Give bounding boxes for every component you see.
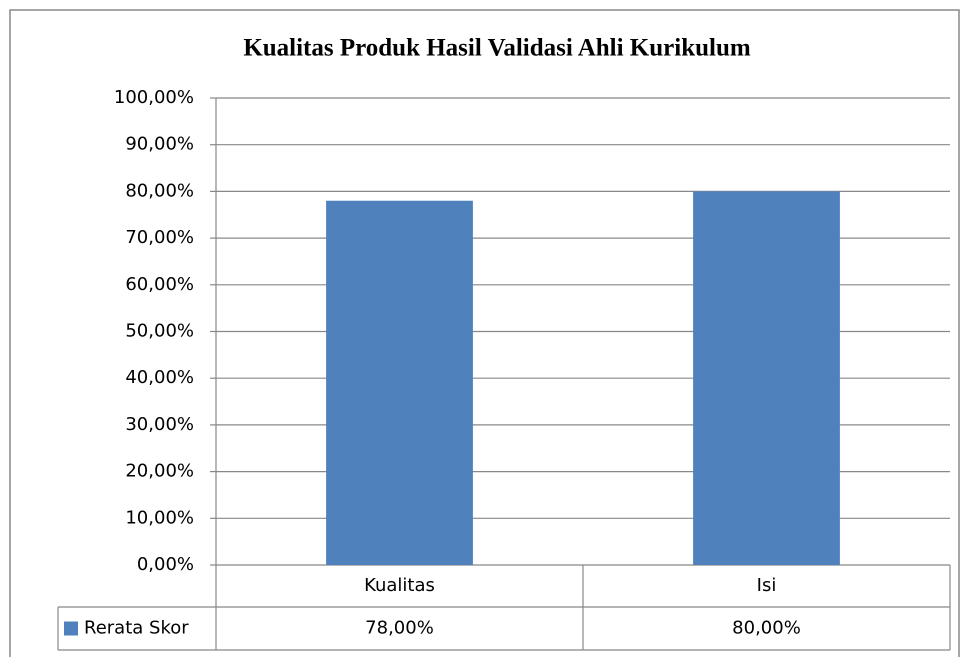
y-tick-label: 60,00% xyxy=(125,274,194,295)
y-tick-label: 80,00% xyxy=(125,180,194,201)
y-tick-label: 70,00% xyxy=(125,227,194,248)
bar xyxy=(693,191,840,565)
y-tick-label: 100,00% xyxy=(114,87,194,108)
data-label: 78,00% xyxy=(365,618,434,639)
y-tick-label: 0,00% xyxy=(137,554,194,575)
y-tick-label: 10,00% xyxy=(125,507,194,528)
y-tick-label: 90,00% xyxy=(125,134,194,155)
x-tick-label: Isi xyxy=(757,575,777,596)
data-label: 80,00% xyxy=(732,618,801,639)
legend-label: Rerata Skor xyxy=(84,618,189,639)
x-tick-label: Kualitas xyxy=(364,575,435,596)
bar xyxy=(326,200,473,566)
chart-title: Kualitas Produk Hasil Validasi Ahli Kuri… xyxy=(243,35,751,62)
y-tick-label: 30,00% xyxy=(125,414,194,435)
y-tick-label: 50,00% xyxy=(125,321,194,342)
y-tick-label: 20,00% xyxy=(125,461,194,482)
y-tick-label: 40,00% xyxy=(125,367,194,388)
legend-key xyxy=(64,621,78,636)
